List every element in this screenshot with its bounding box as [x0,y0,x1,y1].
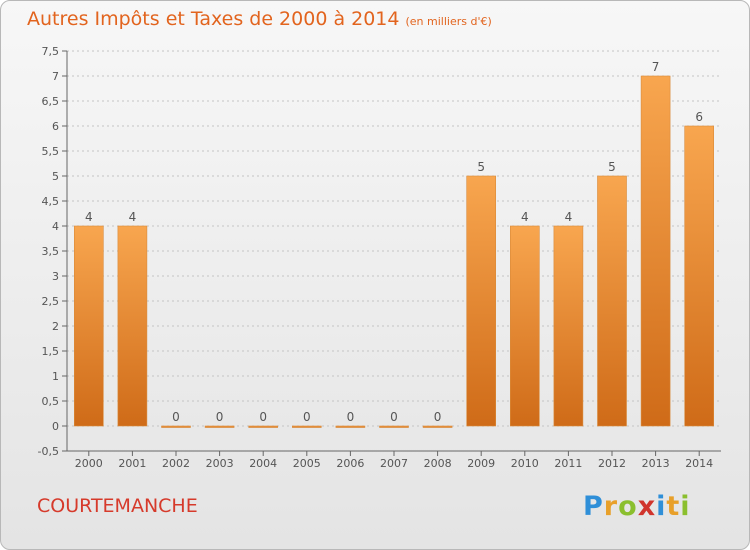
y-tick-label: 7 [52,70,59,83]
x-tick-label: 2001 [118,457,146,470]
y-tick-label: 2 [52,320,59,333]
x-tick-label: 2010 [511,457,539,470]
y-tick-label: 6,5 [42,95,60,108]
bar-value-label: 7 [652,60,660,74]
bar-value-label: 0 [259,410,267,424]
logo-letter: o [618,491,638,522]
logo-letter: P [583,491,604,522]
x-tick-label: 2008 [424,457,452,470]
y-tick-label: 3,5 [42,245,60,258]
bar [509,225,540,427]
proxiti-logo: Proxiti [583,491,691,522]
bar-value-label: 0 [347,410,355,424]
x-tick-label: 2005 [293,457,321,470]
y-tick-label: 0,5 [42,395,60,408]
axes [62,50,721,456]
logo-letter: r [603,491,619,522]
bar-value-label: 0 [172,410,180,424]
y-tick-label: 1 [52,370,59,383]
x-tick-label: 2012 [598,457,626,470]
logo-letter: x [637,491,657,522]
chart-subtitle: (en milliers d'€) [405,15,492,28]
bar-value-label: 4 [565,210,573,224]
title-text: Autres Impôts et Taxes de 2000 à 2014 [27,8,400,30]
bar [466,175,497,427]
bar [422,425,453,428]
bar [597,175,627,427]
y-tick-label: 4,5 [42,195,60,208]
labels: -0,5 0 0,5 1 1,5 2 2,5 3 3,5 4 4,5 5 5,5 6 6,5 7 7,5 4 200… [38,45,714,470]
bar-value-label: 0 [434,410,442,424]
bar-value-label: 4 [85,210,93,224]
y-tick-label: 0 [52,420,59,433]
y-tick-label: 4 [52,220,59,233]
x-tick-label: 2006 [336,457,364,470]
y-tick-label: 5 [52,170,59,183]
bar [161,425,191,428]
x-tick-label: 2007 [380,457,408,470]
y-tick-label: 1,5 [42,345,60,358]
bar [684,125,715,427]
logo-letter: i [656,491,667,522]
y-tick-label: -0,5 [38,445,59,458]
bar [379,425,409,428]
bar-value-label: 4 [129,210,137,224]
y-tick-label: 2,5 [42,295,60,308]
logo-letter: t [666,491,681,522]
y-tick-label: 3 [52,270,59,283]
x-tick-label: 2004 [249,457,277,470]
x-tick-label: 2009 [467,457,495,470]
bars [74,75,715,428]
x-tick-label: 2002 [162,457,190,470]
bar [335,425,366,428]
bar-value-label: 5 [608,160,616,174]
bar-value-label: 6 [695,110,703,124]
logo-letter: i [680,491,691,522]
bar [248,425,278,428]
y-tick-label: 7,5 [42,45,60,58]
bar [291,425,322,428]
bar [74,225,104,427]
bar [640,75,671,427]
bar-value-label: 0 [303,410,311,424]
x-tick-label: 2003 [206,457,234,470]
x-tick-label: 2013 [642,457,670,470]
x-tick-label: 2014 [685,457,713,470]
bar-value-label: 4 [521,210,529,224]
bar [117,225,148,427]
y-tick-label: 5,5 [42,145,60,158]
x-tick-label: 2000 [75,457,103,470]
bar [553,225,584,427]
y-tick-label: 6 [52,120,59,133]
bar-value-label: 0 [216,410,224,424]
bar-value-label: 0 [390,410,398,424]
location-name: COURTEMANCHE [37,495,198,517]
bar [204,425,235,428]
x-tick-label: 2011 [554,457,582,470]
bar-value-label: 5 [477,160,485,174]
chart-title: Autres Impôts et Taxes de 2000 à 2014 (en… [27,8,492,30]
